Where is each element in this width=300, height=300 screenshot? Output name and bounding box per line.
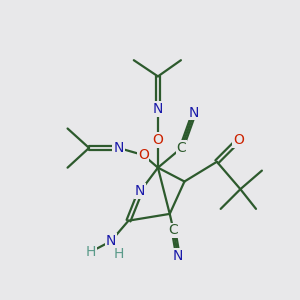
Text: O: O (138, 148, 149, 162)
Text: H: H (86, 244, 96, 259)
Text: N: N (113, 141, 124, 155)
Text: N: N (135, 184, 146, 198)
Text: N: N (153, 102, 163, 116)
Text: C: C (169, 224, 178, 237)
Text: N: N (106, 234, 116, 248)
Text: N: N (173, 249, 183, 263)
Text: O: O (152, 133, 164, 147)
Text: H: H (114, 247, 124, 261)
Text: C: C (177, 141, 186, 155)
Text: N: N (189, 106, 200, 120)
Text: O: O (233, 133, 244, 147)
